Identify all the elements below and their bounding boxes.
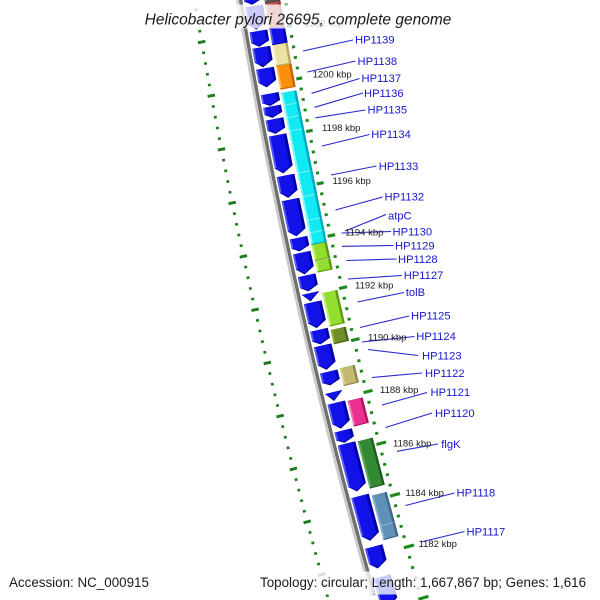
svg-text:1188 kbp: 1188 kbp [380,385,418,396]
svg-text:HP1129: HP1129 [395,240,435,252]
svg-text:HP1122: HP1122 [425,368,465,380]
svg-text:1192 kbp: 1192 kbp [355,280,393,291]
svg-text:HP1133: HP1133 [379,161,419,173]
svg-text:HP1136: HP1136 [364,88,404,100]
svg-text:HP1135: HP1135 [368,105,408,117]
svg-text:HP1118: HP1118 [457,488,496,500]
svg-text:1200 kbp: 1200 kbp [313,70,352,81]
svg-text:1186 kbp: 1186 kbp [393,438,431,449]
svg-text:HP1132: HP1132 [385,192,425,204]
svg-text:Accession: NC_000915: Accession: NC_000915 [9,575,149,590]
svg-text:HP1137: HP1137 [362,73,402,85]
svg-text:HP1138: HP1138 [358,56,398,68]
svg-text:1196 kbp: 1196 kbp [333,176,371,187]
svg-text:HP1128: HP1128 [398,254,438,266]
svg-text:HP1117: HP1117 [467,527,506,539]
svg-text:atpC: atpC [388,210,412,222]
svg-text:HP1134: HP1134 [371,129,411,141]
svg-text:HP1139: HP1139 [355,35,395,47]
svg-text:HP1127: HP1127 [404,270,444,282]
svg-text:HP1125: HP1125 [411,311,451,323]
svg-text:Helicobacter pylori 26695, com: Helicobacter pylori 26695, complete geno… [145,12,452,29]
svg-text:HP1130: HP1130 [393,227,433,239]
svg-text:1194 kbp: 1194 kbp [345,227,383,238]
svg-text:tolB: tolB [406,287,425,299]
svg-text:HP1120: HP1120 [435,408,475,420]
svg-text:HP1124: HP1124 [416,331,456,343]
svg-text:HP1123: HP1123 [422,350,462,362]
svg-text:1182 kbp: 1182 kbp [419,539,457,550]
svg-text:Topology: circular; Length: 1,: Topology: circular; Length: 1,667,867 bp… [260,575,586,590]
svg-text:flgK: flgK [441,439,461,451]
svg-text:HP1121: HP1121 [431,387,471,399]
svg-text:1190 kbp: 1190 kbp [368,332,406,343]
svg-text:1198 kbp: 1198 kbp [322,123,360,134]
svg-text:1184 kbp: 1184 kbp [406,488,444,499]
